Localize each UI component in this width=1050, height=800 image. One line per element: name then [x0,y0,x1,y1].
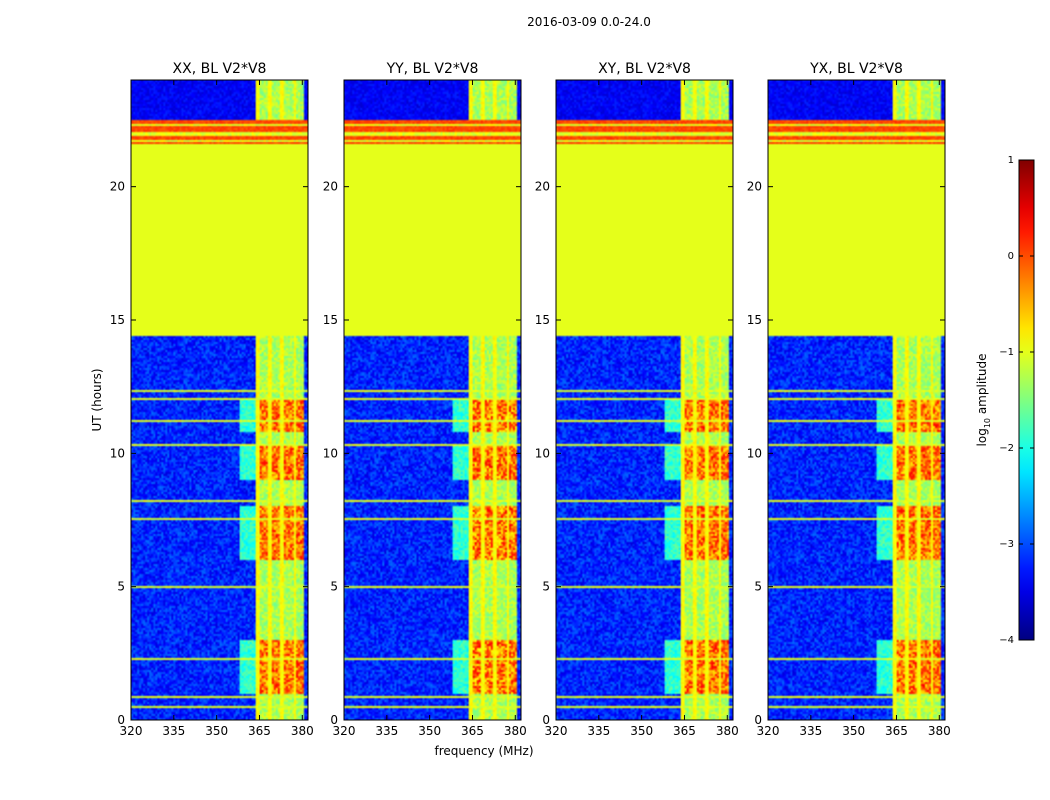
x-tick-label: 350 [842,724,865,738]
x-tick-label: 350 [418,724,441,738]
x-tick-label: 335 [375,724,398,738]
panel-frame [130,79,309,721]
y-tick-label: 10 [535,446,550,460]
y-tick-label: 20 [110,180,125,194]
x-tick-label: 365 [248,724,271,738]
heatmap-image-4 [768,80,945,720]
heatmap-image-1 [131,80,308,720]
y-tick-label: 15 [323,313,338,327]
colorbar-tick-label: −3 [999,539,1014,550]
colorbar: 1 0 −1 −2 −3 −4 log10 amplitude [975,155,1035,646]
x-tick-label: 365 [461,724,484,738]
x-tick-label: 350 [630,724,653,738]
x-tick-label: 335 [799,724,822,738]
x-tick-label: 320 [333,724,356,738]
x-tick-label: 380 [928,724,951,738]
panel-frame [767,79,946,721]
panel-1: XX, BL V2*V8 320 335 350 365 380 0 5 10 15 20 [110,61,314,738]
x-tick-label: 320 [545,724,568,738]
y-tick-label: 20 [747,180,762,194]
panel-frame [555,79,734,721]
y-tick-label: 15 [110,313,125,327]
y-tick-label: 0 [330,713,338,727]
colorbar-tick-label: −4 [999,635,1014,646]
x-tick-label: 380 [504,724,527,738]
y-tick-label: 5 [117,580,125,594]
y-tick-label: 10 [323,446,338,460]
panel-title: YX, BL V2*V8 [809,61,903,77]
panel-title: YY, BL V2*V8 [386,61,479,77]
heatmap-image-2 [344,80,521,720]
panel-frame [343,79,522,721]
panel-title: XY, BL V2*V8 [598,61,691,77]
x-tick-label: 335 [162,724,185,738]
y-tick-label: 5 [542,580,550,594]
x-tick-label: 365 [673,724,696,738]
heatmap-image-3 [556,80,733,720]
y-tick-label: 20 [323,180,338,194]
y-tick-label: 0 [542,713,550,727]
colorbar-tick-label: 0 [1008,251,1014,262]
colorbar-tick-label: −2 [999,443,1014,454]
x-tick-label: 380 [291,724,314,738]
colorbar-tick-label: 1 [1008,155,1014,166]
panel-2: YY, BL V2*V8 320 335 350 365 380 0 5 10 15 20 [323,61,527,738]
x-tick-label: 380 [716,724,739,738]
x-tick-label: 320 [757,724,780,738]
colorbar-gradient [1018,159,1035,641]
colorbar-label: log10 amplitude [975,354,992,447]
colorbar-tick-label: −1 [999,347,1014,358]
y-tick-label: 10 [110,446,125,460]
panel-title: XX, BL V2*V8 [173,61,267,77]
y-tick-label: 5 [330,580,338,594]
y-tick-label: 5 [754,580,762,594]
x-tick-label: 335 [587,724,610,738]
y-tick-label: 10 [747,446,762,460]
y-tick-label: 15 [747,313,762,327]
y-tick-label: 0 [117,713,125,727]
x-axis-label: frequency (MHz) [434,744,533,758]
x-tick-label: 320 [120,724,143,738]
y-tick-label: 0 [754,713,762,727]
panel-3: XY, BL V2*V8 320 335 350 365 380 0 5 10 15 20 [535,61,739,738]
x-tick-label: 350 [205,724,228,738]
y-tick-label: 15 [535,313,550,327]
figure-suptitle: 2016-03-09 0.0-24.0 [527,15,651,29]
panel-4: YX, BL V2*V8 320 335 350 365 380 0 5 10 15 20 [747,61,951,738]
y-tick-label: 20 [535,180,550,194]
y-axis-label: UT (hours) [90,368,104,431]
x-tick-label: 365 [885,724,908,738]
